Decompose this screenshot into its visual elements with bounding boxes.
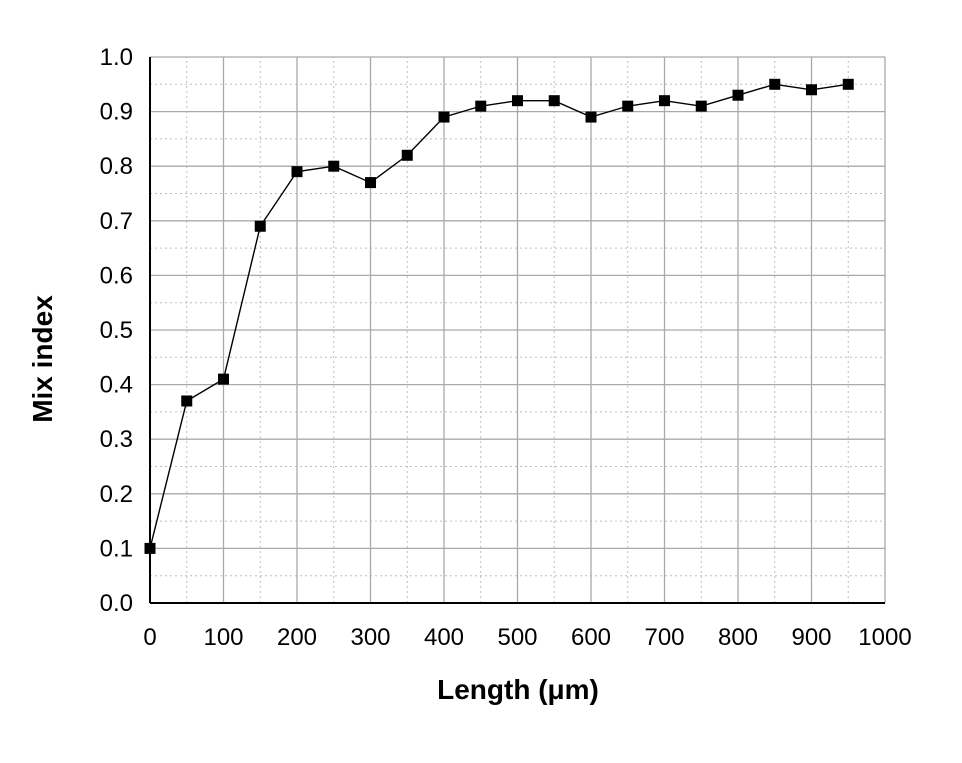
data-point: [144, 542, 156, 554]
x-axis-title: Length (μm): [437, 674, 599, 705]
series-layer: [144, 78, 854, 554]
data-point: [622, 100, 634, 112]
major-grid: [150, 56, 886, 603]
x-tick-label: 100: [203, 624, 243, 651]
y-tick-label: 0.5: [100, 317, 133, 344]
x-tick-label: 900: [791, 624, 831, 651]
data-point: [291, 166, 303, 178]
y-tick-label: 0.3: [100, 426, 133, 453]
x-tick-label: 800: [718, 624, 758, 651]
x-tick-label: 200: [277, 624, 317, 651]
x-tick-label: 700: [644, 624, 684, 651]
x-tick-label: 400: [424, 624, 464, 651]
y-tick-label: 0.1: [100, 535, 133, 562]
data-point: [365, 177, 376, 189]
series-line: [149, 83, 849, 549]
data-point: [842, 78, 854, 90]
data-point: [181, 395, 193, 407]
y-tick-label: 0.6: [100, 262, 133, 289]
data-point: [401, 149, 413, 161]
y-tick-label: 0.2: [100, 481, 133, 508]
data-point: [585, 111, 597, 123]
data-point: [659, 95, 670, 107]
data-point: [806, 84, 817, 96]
data-point: [548, 95, 560, 107]
data-point: [512, 95, 523, 107]
x-tick-label: 600: [571, 624, 611, 651]
y-axis-ticks: 0.0 0.1 0.2 0.3 0.4 0.5 0.6 0.7 0.8 0.9 1.0: [100, 44, 133, 617]
data-point: [218, 373, 229, 385]
data-point: [328, 160, 340, 172]
data-point: [695, 100, 707, 112]
x-tick-label: 500: [497, 624, 537, 651]
y-tick-label: 0.9: [100, 99, 133, 126]
x-axis-ticks: 0 100 200 300 400 500 600 700 800 900 1000: [143, 624, 911, 651]
y-tick-label: 1.0: [100, 44, 133, 71]
minor-grid: [150, 57, 885, 603]
x-tick-label: 1000: [858, 624, 911, 651]
data-point: [732, 89, 744, 101]
data-point: [475, 100, 487, 112]
data-point: [438, 111, 450, 123]
axes: [149, 57, 885, 604]
data-point: [254, 220, 266, 232]
y-tick-label: 0.8: [100, 153, 133, 180]
y-tick-label: 0.7: [100, 208, 133, 235]
x-tick-label: 300: [350, 624, 390, 651]
y-tick-label: 0.0: [100, 590, 133, 617]
y-axis-title: Mix index: [27, 295, 58, 423]
y-tick-label: 0.4: [100, 372, 133, 399]
x-tick-label: 0: [143, 624, 156, 651]
data-point: [769, 78, 781, 90]
